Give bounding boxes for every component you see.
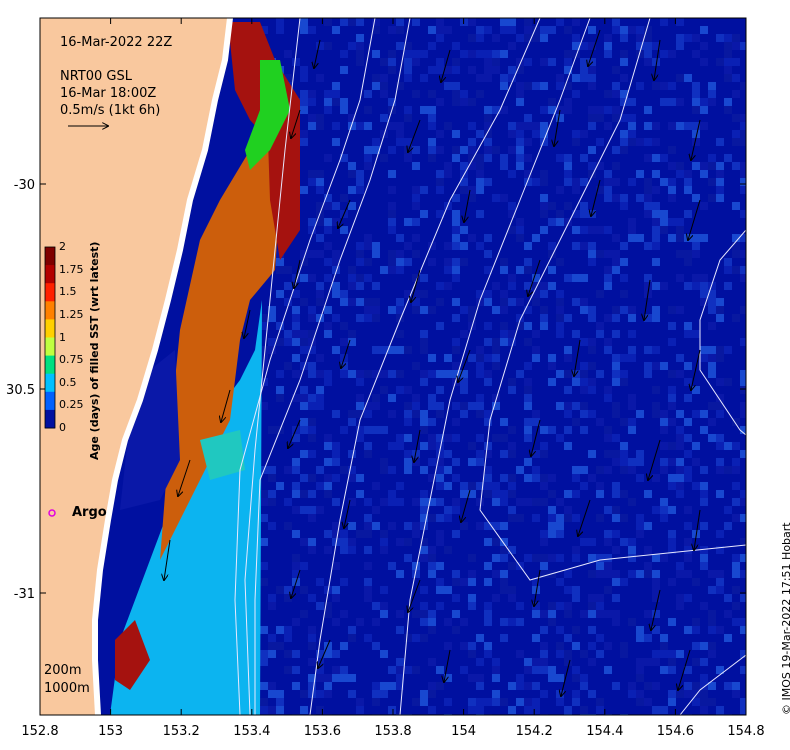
coastline: [92, 18, 233, 715]
current-arrow: [441, 49, 451, 82]
current-arrow: [344, 499, 351, 528]
colorbar-segment: [45, 355, 55, 375]
current-arrow: [554, 109, 561, 146]
nearshore-age-bands: [110, 22, 300, 715]
colorbar-segment: [45, 301, 55, 320]
colorbar-tick-label: 1.25: [59, 307, 84, 321]
argo-label: Argo: [72, 505, 107, 520]
y-tick-label: 30.5: [6, 383, 35, 398]
current-arrow: [411, 269, 421, 302]
colorbar-title: Age (days) of filled SST (wrt latest): [88, 241, 101, 460]
colorbar-segment: [45, 265, 55, 284]
x-tick-label: 153.4: [233, 724, 270, 739]
current-arrow: [591, 179, 601, 216]
current-arrow: [294, 259, 301, 288]
arrow-scale-label: 0.5m/s (1kt 6h): [60, 103, 161, 118]
colorbar-tick-label: 1.75: [59, 262, 84, 276]
current-source-label: NRT00 GSL: [60, 69, 132, 84]
current-arrow: [178, 459, 191, 496]
current-arrow: [244, 309, 251, 338]
current-arrow: [561, 659, 571, 696]
isobath-contours: [234, 18, 746, 715]
argo-marker: [48, 509, 56, 517]
current-arrow: [408, 579, 421, 612]
colorbar-segment: [45, 337, 55, 357]
y-axis: -30 30.5 -31: [6, 178, 746, 602]
current-arrow: [578, 499, 591, 536]
current-arrow: [341, 339, 351, 368]
mid-band: [160, 130, 280, 560]
colorbar-segment: [45, 319, 55, 338]
current-arrow: [691, 119, 701, 160]
x-tick-label: 154.6: [657, 724, 694, 739]
teal-patch: [200, 430, 245, 480]
colorbar-tick-label: 0.75: [59, 353, 84, 367]
colorbar-segment: [45, 373, 55, 393]
current-arrow: [694, 509, 701, 550]
colorbar-segment: [45, 391, 55, 411]
land-mass: [40, 18, 230, 715]
current-arrow: [458, 349, 471, 382]
colorbar-tick-label: 0.25: [59, 398, 84, 412]
current-arrow: [688, 199, 701, 240]
current-arrow: [464, 189, 471, 222]
current-arrow: [528, 259, 541, 296]
colorbar-tick-label: 0: [59, 421, 66, 434]
current-arrow: [644, 279, 651, 320]
colorbar: [44, 246, 56, 429]
x-tick-label: 153.2: [163, 724, 200, 739]
current-arrow: [164, 539, 171, 580]
current-arrow: [314, 39, 321, 68]
colorbar-tick-label: 1: [59, 330, 66, 344]
current-arrow: [221, 389, 231, 422]
colorbar-segment: [45, 247, 55, 266]
age-cells: [260, 18, 746, 715]
current-arrow: [691, 349, 701, 390]
current-arrow: [574, 339, 581, 376]
current-arrow: [414, 429, 421, 462]
colorbar-tick-label: 2: [59, 240, 66, 253]
y-tick-label: -30: [14, 178, 35, 193]
current-time-label: 16-Mar 18:00Z: [60, 86, 157, 101]
x-tick-label: 154.2: [516, 724, 553, 739]
x-axis: 152.8 153 153.2 153.4 153.6 153.8 154 154.2 154.…: [21, 18, 765, 739]
colorbar-tick-label: 0.5: [59, 375, 77, 389]
x-tick-label: 153.6: [304, 724, 341, 739]
colorbar-tick-label: 1.5: [59, 285, 77, 299]
current-arrow: [534, 569, 541, 606]
current-arrow: [291, 109, 301, 138]
current-arrow: [648, 439, 661, 480]
current-arrow: [678, 649, 691, 690]
current-arrow: [654, 39, 661, 80]
current-arrow: [408, 119, 421, 152]
current-arrow: [444, 649, 451, 682]
current-arrow: [651, 589, 661, 630]
current-arrow: [291, 569, 301, 598]
x-tick-label: 153: [98, 724, 123, 739]
current-arrow: [338, 199, 351, 228]
x-tick-label: 154.4: [586, 724, 623, 739]
young-patch: [120, 350, 180, 510]
current-arrow: [531, 419, 541, 456]
x-tick-label: 153.8: [374, 724, 411, 739]
current-arrow: [288, 419, 301, 448]
colorbar-segment: [45, 283, 55, 302]
old-band-south: [115, 620, 150, 690]
x-tick-label: 152.8: [21, 724, 58, 739]
current-vectors: [164, 29, 701, 696]
credit-text: © IMOS 19-Mar-2022 17:51 Hobart: [780, 522, 790, 715]
current-arrow: [318, 639, 331, 668]
colorbar-segment: [45, 409, 55, 429]
isobath-label-200: 200m: [44, 663, 82, 678]
y-tick-label: -31: [14, 587, 35, 602]
isobath-label-1000: 1000m: [44, 681, 90, 696]
current-arrow: [588, 29, 601, 66]
current-arrow: [461, 489, 471, 522]
green-patch: [245, 60, 290, 170]
x-tick-label: 154.8: [727, 724, 764, 739]
map-date-title: 16-Mar-2022 22Z: [60, 35, 173, 50]
x-tick-label: 154: [451, 724, 476, 739]
